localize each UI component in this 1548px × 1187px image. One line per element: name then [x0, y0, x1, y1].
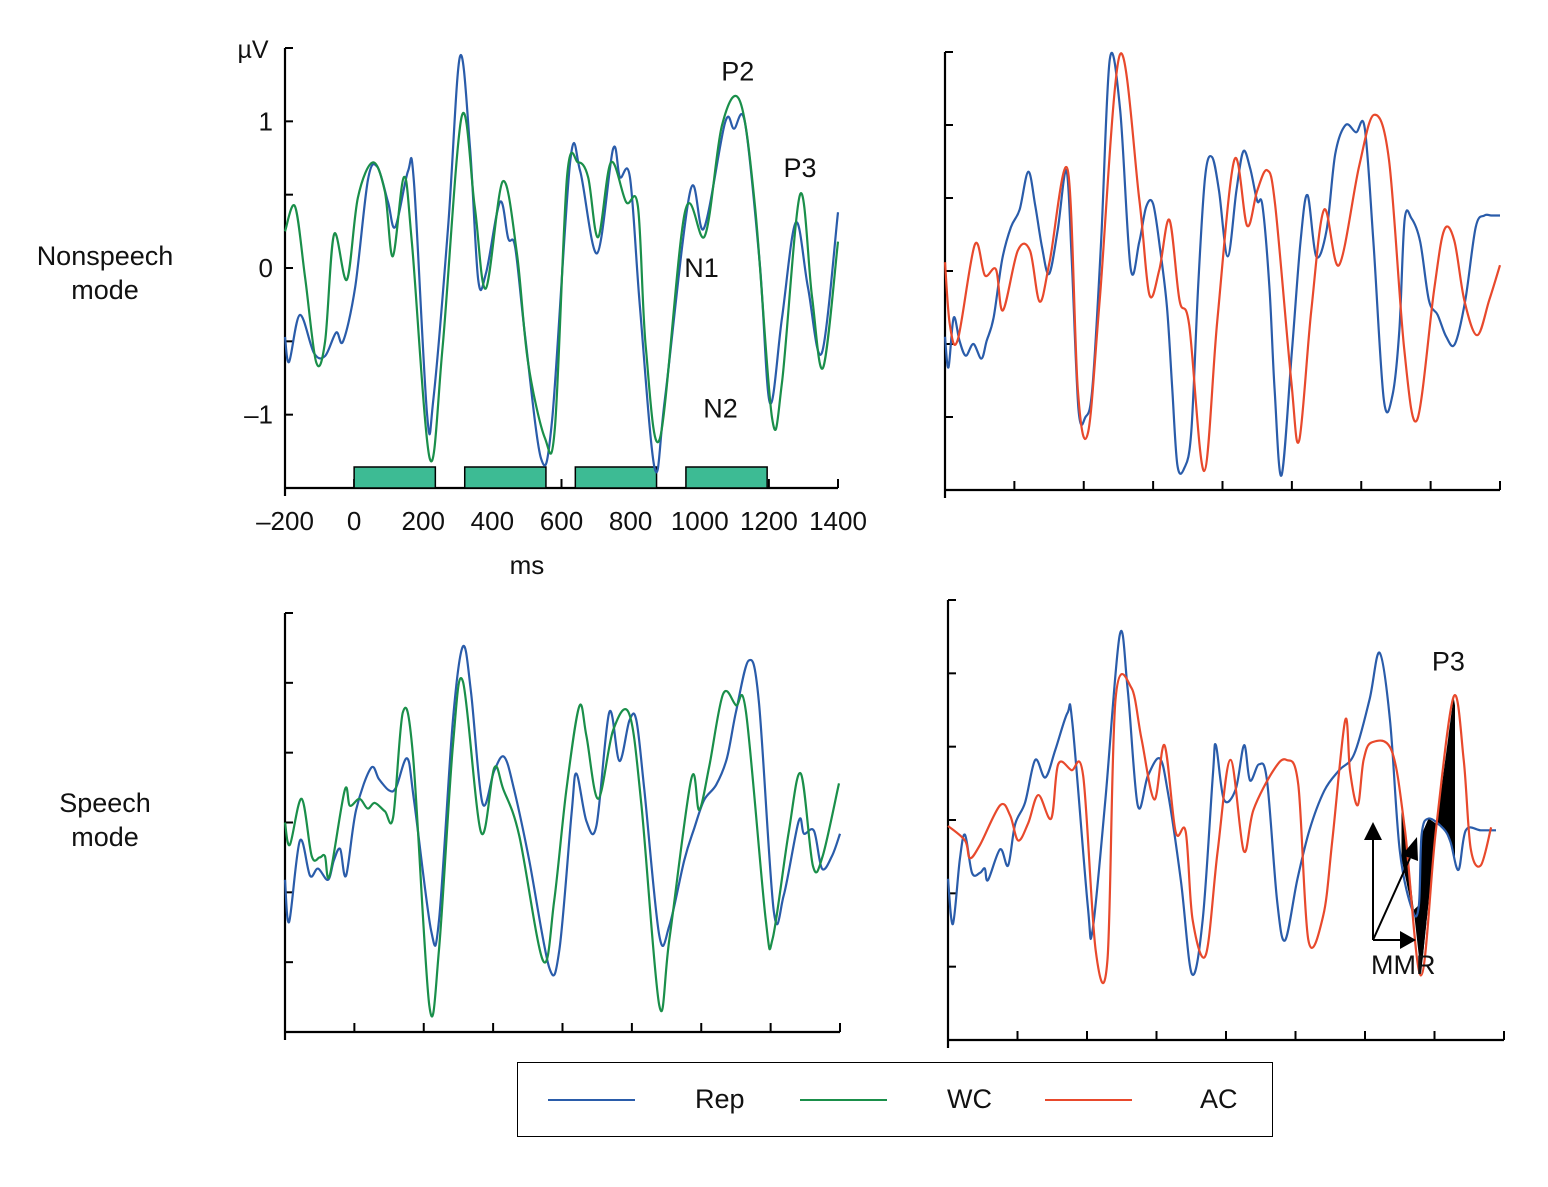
- annotation-n2: N2: [703, 394, 738, 424]
- stimulus-bar: [463, 466, 547, 489]
- legend-swatch-rep: [548, 1098, 635, 1101]
- panel-nonspeech-rep-wc: –1 0 1 –200 0 200 400 600 800 1000 1200 1400 µV ms P2 P…: [237, 36, 866, 580]
- annotation-mmr: MMR: [1371, 950, 1435, 980]
- legend-item-rep: Rep: [548, 1063, 745, 1136]
- panel-nonspeech-rep-ac: [943, 51, 1502, 498]
- x-tick-label: 0: [347, 506, 361, 536]
- mmr-arrow-diagonal-shaft: [1372, 857, 1411, 941]
- row-label-nonspeech: Nonspeech mode: [0, 239, 215, 307]
- mmr-arrow-right-head: [1400, 931, 1416, 949]
- stimulus-bar: [685, 466, 768, 489]
- x-tick-label: 800: [609, 506, 652, 536]
- panel-speech-rep-ac: P3 MMR: [946, 599, 1505, 1048]
- annotation-p3: P3: [1432, 646, 1465, 676]
- series-line-wc: [283, 677, 841, 1018]
- row-label-nonspeech-line1: Nonspeech: [36, 241, 174, 271]
- series-line-rep: [946, 629, 1496, 977]
- y-tick-label: 0: [259, 253, 273, 283]
- series-line-rep: [943, 51, 1500, 477]
- x-tick-label: 400: [471, 506, 514, 536]
- row-label-speech-line2: mode: [71, 822, 139, 852]
- legend-item-ac: AC: [1045, 1063, 1238, 1136]
- x-tick-label: 1200: [740, 506, 798, 536]
- legend: Rep WC AC: [517, 1062, 1273, 1137]
- legend-label-ac: AC: [1200, 1084, 1238, 1114]
- mmr-difference-fill: [1422, 696, 1455, 962]
- stimulus-bar: [353, 466, 437, 489]
- annotation-p3: P3: [783, 153, 816, 183]
- series-line-wc: [283, 94, 840, 463]
- row-label-nonspeech-line2: mode: [71, 275, 139, 305]
- legend-label-wc: WC: [947, 1084, 992, 1114]
- legend-swatch-ac: [1045, 1098, 1132, 1101]
- mmr-arrow-up-head: [1364, 822, 1382, 840]
- x-tick-label: 600: [540, 506, 583, 536]
- legend-label-rep: Rep: [695, 1084, 745, 1114]
- series-line-ac: [943, 52, 1502, 473]
- x-tick-label: 1000: [671, 506, 729, 536]
- mmr-arrow-diagonal-head: [1402, 837, 1418, 861]
- x-tick-label: 200: [402, 506, 445, 536]
- y-tick-label: –1: [244, 400, 273, 430]
- row-label-speech: Speech mode: [0, 786, 215, 854]
- x-axis-label: ms: [510, 550, 545, 580]
- panel-speech-rep-wc: [283, 612, 842, 1040]
- annotation-n1: N1: [684, 253, 719, 283]
- x-tick-label: 1400: [809, 506, 867, 536]
- x-tick-label: –200: [256, 506, 314, 536]
- series-line-ac: [947, 673, 1493, 985]
- annotation-p2: P2: [721, 56, 754, 86]
- legend-swatch-wc: [800, 1098, 887, 1101]
- legend-item-wc: WC: [800, 1063, 992, 1136]
- row-label-speech-line1: Speech: [59, 788, 151, 818]
- stimulus-bar: [574, 466, 658, 489]
- series-line-rep: [283, 644, 842, 977]
- y-tick-label: 1: [259, 106, 273, 136]
- y-axis-label: µV: [237, 36, 268, 64]
